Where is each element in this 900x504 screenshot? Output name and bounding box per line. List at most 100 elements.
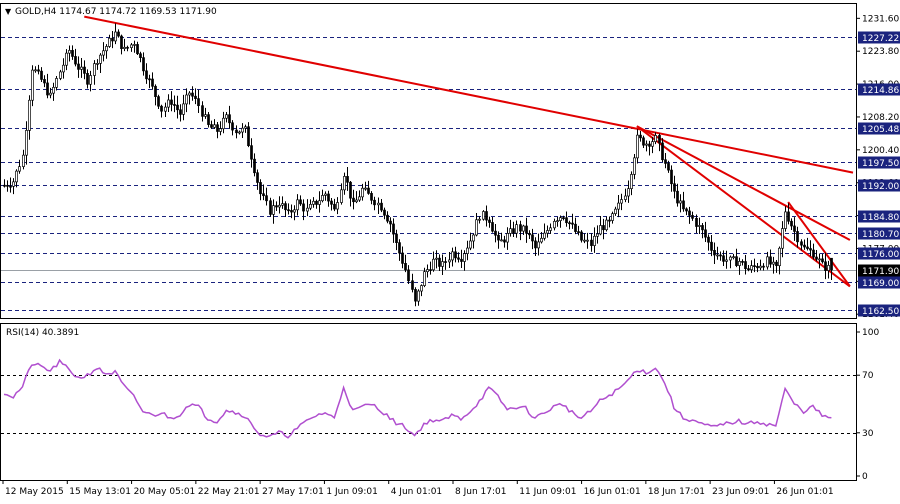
candle-body [411, 280, 414, 290]
candle-body [197, 98, 200, 107]
candle-body [651, 141, 654, 147]
candle-body [713, 250, 716, 256]
candle-body [265, 195, 268, 202]
candle-body [93, 63, 96, 76]
candle-body [231, 122, 234, 131]
candle-body [299, 199, 302, 205]
candle-body [210, 124, 213, 128]
candle-body [586, 239, 589, 242]
candle-body [315, 200, 318, 205]
candle-body [741, 261, 744, 263]
candle-body [620, 199, 623, 204]
candle-body [698, 225, 701, 227]
candle-body [349, 181, 352, 199]
candle-body [380, 202, 383, 211]
candle-body [781, 228, 784, 249]
rsi-levels [1, 375, 856, 434]
candle-body [701, 225, 704, 231]
level-label: 1176.00 [862, 250, 899, 260]
time-tick-label: 23 Jun 09:01 [712, 487, 769, 497]
candle-body [83, 66, 86, 74]
level-label-bg [858, 276, 900, 289]
candle-body [370, 193, 373, 201]
candle-body [454, 251, 457, 259]
candle-body [457, 257, 460, 260]
rsi-header: RSI(14) 40.3891 [6, 328, 79, 338]
candle-body [204, 114, 207, 117]
rsi-line [3, 358, 832, 439]
rsi-tick-label: 70 [862, 371, 874, 381]
time-tick-label: 20 May 05:01 [134, 487, 196, 497]
candle-body [386, 214, 389, 222]
candle-body [602, 225, 605, 231]
trendline[interactable] [787, 201, 851, 287]
candle-body [333, 203, 336, 210]
level-label-bg [858, 122, 900, 135]
candle-body [31, 69, 34, 101]
candle-body [358, 196, 361, 201]
candle-body [580, 231, 583, 241]
time-tick-label: 4 Jun 01:01 [391, 487, 442, 497]
candle-body [43, 79, 46, 84]
level-label-bg [858, 31, 900, 44]
candle-body [287, 209, 290, 212]
time-tick-label: 26 Jun 01:01 [776, 487, 833, 497]
chart-menu-icon[interactable]: ▼ [5, 7, 12, 16]
candle-body [28, 99, 31, 131]
candle-body [571, 222, 574, 225]
candle-body [65, 52, 68, 66]
candle-body [642, 137, 645, 146]
candle-body [812, 249, 815, 258]
candle-body [398, 242, 401, 254]
candle-body [346, 176, 349, 183]
rsi-tick-label: 0 [862, 472, 868, 482]
price-tick-label: 1231.60 [862, 14, 899, 24]
candle-body [302, 203, 305, 212]
candle-body [241, 127, 244, 133]
trendline[interactable] [636, 125, 851, 241]
candle-body [531, 234, 534, 242]
candle-body [389, 220, 392, 225]
trendline[interactable] [636, 125, 851, 288]
level-label: 1205.48 [862, 125, 899, 135]
candle-body [6, 184, 9, 187]
time-tick-label: 12 May 2015 [5, 487, 64, 497]
candle-body [568, 222, 571, 225]
candle-body [593, 235, 596, 246]
chart-symbol-header: GOLD,H4 1174.67 1174.72 1169.53 1171.90 [15, 7, 217, 17]
candle-body [111, 37, 114, 42]
rsi-pane-frame [0, 323, 857, 481]
candle-body [818, 258, 821, 261]
candle-body [191, 92, 194, 97]
candle-body [793, 225, 796, 232]
candle-body [148, 78, 151, 81]
candle-body [188, 92, 191, 96]
candle-body [753, 265, 756, 268]
candle-body [543, 232, 546, 239]
candle-body [176, 104, 179, 111]
candle-body [296, 199, 299, 211]
candle-body [830, 257, 833, 271]
candle-body [485, 211, 488, 221]
candle-body [824, 261, 827, 271]
candle-body [596, 233, 599, 237]
candle-body [25, 130, 28, 156]
candle-body [336, 202, 339, 210]
trendline[interactable] [84, 15, 854, 174]
candle-body [278, 204, 281, 208]
candle-body [528, 232, 531, 236]
current-price-label: 1171.90 [862, 267, 899, 277]
candle-body [614, 208, 617, 215]
candle-body [624, 195, 627, 200]
candle-body [497, 234, 500, 241]
candle-body [130, 44, 133, 48]
trendlines[interactable] [84, 15, 854, 288]
candle-body [756, 265, 759, 269]
candle-body [68, 50, 71, 54]
candle-body [475, 219, 478, 236]
candle-body [392, 223, 395, 235]
level-label: 1162.50 [862, 307, 899, 317]
current-price-label-bg [858, 264, 900, 277]
